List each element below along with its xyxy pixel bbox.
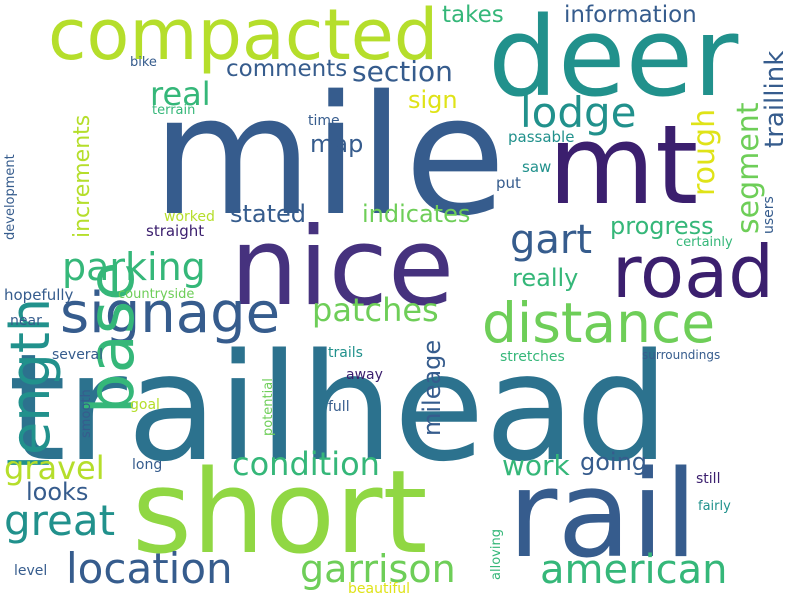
word-really: really — [512, 264, 579, 292]
word-straight: straight — [146, 222, 205, 240]
word-countryside: countryside — [118, 287, 195, 302]
word-stated: stated — [230, 200, 307, 228]
word-short: short — [132, 446, 428, 580]
word-smooth: smooth — [79, 389, 94, 438]
word-takes: takes — [442, 2, 504, 28]
word-section: section — [352, 55, 453, 88]
word-looks: looks — [26, 478, 89, 506]
word-deer: deer — [488, 0, 739, 121]
word-information: information — [564, 2, 697, 28]
word-rough: rough — [687, 108, 722, 196]
word-time: time — [308, 113, 340, 129]
word-indicates: indicates — [362, 200, 471, 228]
word-progress: progress — [610, 212, 714, 240]
word-saw: saw — [522, 158, 552, 176]
word-traillink: traillink — [760, 50, 790, 148]
word-gart: gart — [510, 217, 593, 263]
word-rail: rail — [508, 446, 698, 585]
word-users: users — [761, 196, 777, 234]
word-great: great — [4, 496, 116, 545]
word-parking: parking — [62, 245, 206, 289]
word-lodge: lodge — [520, 88, 637, 137]
word-terrain: terrain — [152, 103, 196, 118]
word-beautiful: beautiful — [348, 581, 411, 597]
word-fairly: fairly — [698, 499, 731, 514]
word-stretches: stretches — [500, 349, 565, 365]
word-condition: condition — [232, 445, 380, 483]
word-mileage: mileage — [418, 339, 446, 436]
word-passable: passable — [508, 128, 575, 146]
word-trailhead: trailhead — [8, 322, 670, 494]
word-garrison: garrison — [300, 547, 456, 591]
word-full: full — [328, 399, 350, 415]
word-sign: sign — [408, 86, 458, 114]
word-bike: bike — [130, 55, 157, 70]
word-several: several — [52, 347, 104, 363]
word-alloving: alloving — [489, 529, 504, 580]
word-put: put — [496, 174, 521, 192]
word-gravel: gravel — [4, 449, 105, 487]
word-mt: mt — [548, 101, 699, 229]
word-long: long — [132, 457, 163, 473]
word-going: going — [580, 448, 648, 476]
word-goal: goal — [130, 397, 160, 413]
word-trails: trails — [328, 345, 363, 361]
word-location: location — [66, 544, 233, 593]
word-distance: distance — [482, 291, 716, 355]
word-comments: comments — [226, 56, 348, 82]
word-american: american — [540, 547, 728, 593]
word-nice: nice — [230, 205, 455, 330]
word-work: work — [502, 449, 570, 482]
word-surroundings: surroundings — [642, 348, 721, 362]
word-signage: signage — [60, 281, 281, 346]
word-compacted: compacted — [48, 0, 439, 76]
word-development: development — [3, 154, 18, 240]
word-away: away — [346, 367, 383, 383]
word-mile: mile — [152, 60, 506, 252]
word-near: near — [10, 313, 42, 329]
word-still: still — [696, 471, 721, 487]
word-level: level — [14, 563, 48, 579]
word-patches: patches — [312, 291, 439, 329]
word-potential: potential — [261, 378, 276, 436]
word-real: real — [150, 75, 211, 113]
word-road: road — [612, 230, 774, 314]
word-increments: increments — [70, 114, 95, 238]
word-hopefully: hopefully — [4, 286, 74, 304]
word-certainly: certainly — [676, 235, 733, 250]
word-map: map — [310, 130, 364, 158]
word-worked: worked — [164, 209, 215, 225]
